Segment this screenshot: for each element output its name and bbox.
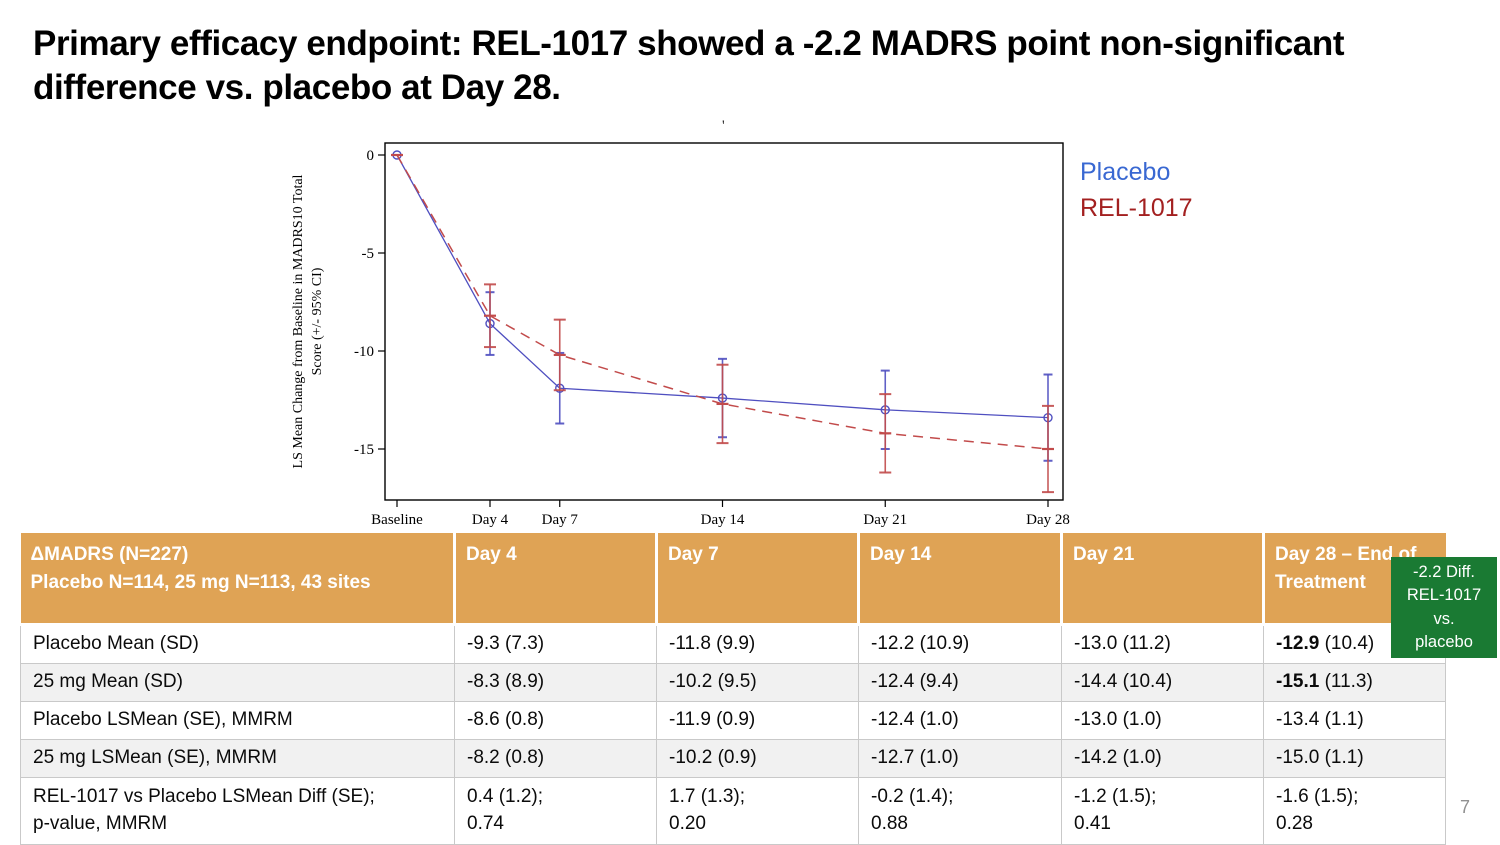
stray-mark: ': [722, 118, 725, 134]
diff-badge-line: vs.: [1433, 609, 1455, 628]
value-cell: 0.4 (1.2); 0.74: [454, 777, 657, 845]
y-tick-label: -15: [354, 442, 374, 458]
y-tick-label: 0: [367, 148, 375, 164]
value-cell: -10.2 (0.9): [656, 739, 859, 778]
y-axis-label: LS Mean Change from Baseline in MADRS10 …: [291, 174, 306, 468]
value-cell: -13.0 (11.2): [1061, 624, 1264, 664]
row-label: 25 mg LSMean (SE), MMRM: [20, 739, 455, 778]
table-header-row: ΔMADRS (N=227) Placebo N=114, 25 mg N=113…: [20, 533, 1446, 626]
results-table: ΔMADRS (N=227) Placebo N=114, 25 mg N=113…: [20, 533, 1446, 845]
table-row: 25 mg LSMean (SE), MMRM -8.2 (0.8) -10.2 (…: [20, 739, 1446, 778]
series-line-placebo: [396, 154, 1049, 419]
value-cell: -8.3 (8.9): [454, 663, 657, 702]
legend-placebo: Placebo: [1080, 158, 1170, 186]
value-cell: -13.0 (1.0): [1061, 701, 1264, 740]
header-cell-day-3: Day 21: [1061, 533, 1265, 626]
header-cell-day-2: Day 14: [858, 533, 1063, 626]
row-label: 25 mg Mean (SD): [20, 663, 455, 702]
value-cell: -11.8 (9.9): [656, 624, 859, 664]
value-cell: -9.3 (7.3): [454, 624, 657, 664]
header-cell-day-1: Day 7: [656, 533, 860, 626]
value-cell: -0.2 (1.4); 0.88: [858, 777, 1062, 845]
x-tick-label: Day 14: [701, 512, 745, 528]
value-cell: -8.6 (0.8): [454, 701, 657, 740]
x-tick-label: Day 21: [863, 512, 907, 528]
value-cell: -12.4 (9.4): [858, 663, 1062, 702]
diff-badge-line: placebo: [1415, 632, 1473, 651]
table-row: 25 mg Mean (SD) -8.3 (8.9) -10.2 (9.5) -12.…: [20, 663, 1446, 702]
x-tick-label: Day 28: [1026, 512, 1070, 528]
diff-badge-line: -2.2 Diff.: [1412, 563, 1476, 582]
y-tick-label: -5: [362, 246, 375, 262]
x-tick-label: Day 4: [472, 512, 509, 528]
row-label: Placebo LSMean (SE), MMRM: [20, 701, 455, 740]
diff-badge: -2.2 Diff. REL-1017 vs. placebo: [1391, 557, 1497, 658]
value-cell: -15.0 (1.1): [1263, 739, 1446, 778]
diff-badge-line: REL-1017: [1406, 586, 1482, 605]
x-tick-label: Day 7: [542, 512, 579, 528]
value-cell: -12.4 (1.0): [858, 701, 1062, 740]
table-row: Placebo Mean (SD) -9.3 (7.3) -11.8 (9.9) -1…: [20, 624, 1446, 664]
table-head: ΔMADRS (N=227) Placebo N=114, 25 mg N=113…: [20, 533, 1446, 626]
chart-svg: 0 -5 -10 -15 Baseline Day 4 Day 7 Day 14 Day 21 D…: [291, 118, 1193, 528]
y-axis-label: Score (+/- 95% CI): [310, 267, 325, 375]
y-tick-label: -10: [354, 344, 374, 360]
plot-frame: [384, 142, 1064, 501]
header-cell-day-0: Day 4: [454, 533, 658, 626]
value-cell: -8.2 (0.8): [454, 739, 657, 778]
value-cell: -12.2 (10.9): [858, 624, 1062, 664]
value-cell: 1.7 (1.3); 0.20: [656, 777, 859, 845]
table-row: REL-1017 vs Placebo LSMean Diff (SE); p-v…: [20, 777, 1446, 845]
line-chart: 0 -5 -10 -15 Baseline Day 4 Day 7 Day 14 Day 21 D…: [290, 118, 1200, 538]
table-row: Placebo LSMean (SE), MMRM -8.6 (0.8) -11.9…: [20, 701, 1446, 740]
value-cell: -1.2 (1.5); 0.41: [1061, 777, 1264, 845]
x-tick-label: Baseline: [371, 512, 423, 528]
value-cell: -1.6 (1.5); 0.28: [1263, 777, 1446, 845]
header-cell-study: ΔMADRS (N=227) Placebo N=114, 25 mg N=113…: [20, 533, 456, 626]
value-cell: -12.7 (1.0): [858, 739, 1062, 778]
legend-rel-1017: REL-1017: [1080, 194, 1193, 222]
table-body: Placebo Mean (SD) -9.3 (7.3) -11.8 (9.9) -1…: [20, 624, 1446, 845]
row-label: Placebo Mean (SD): [20, 624, 455, 664]
value-cell: -15.1 (11.3): [1263, 663, 1446, 702]
slide-title: Primary efficacy endpoint: REL-1017 show…: [33, 24, 1345, 108]
series-line-rel-1017: [396, 154, 1049, 450]
value-cell: -13.4 (1.1): [1263, 701, 1446, 740]
page-number: 7: [1460, 797, 1471, 817]
value-cell: -14.2 (1.0): [1061, 739, 1264, 778]
value-cell: -10.2 (9.5): [656, 663, 859, 702]
value-cell: -11.9 (0.9): [656, 701, 859, 740]
value-cell: -14.4 (10.4): [1061, 663, 1264, 702]
row-label: REL-1017 vs Placebo LSMean Diff (SE); p-v…: [20, 777, 455, 845]
